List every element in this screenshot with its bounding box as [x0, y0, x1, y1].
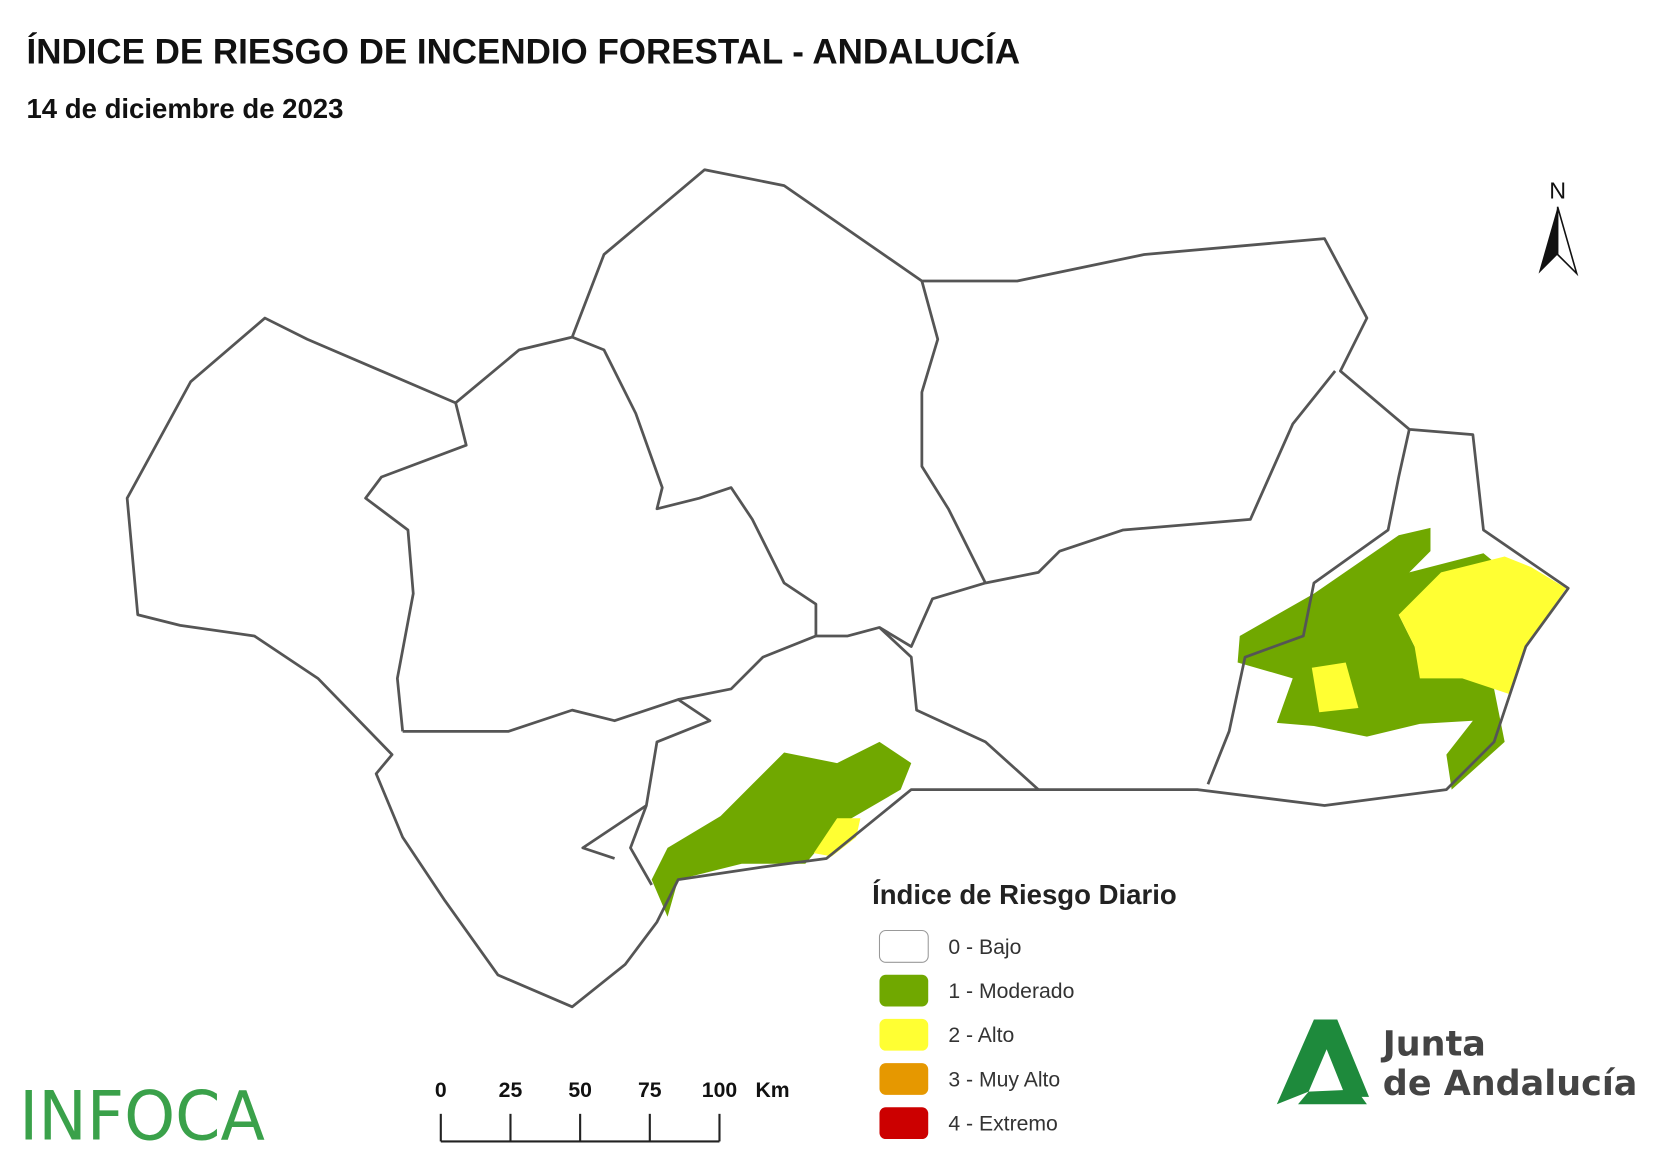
legend-label: 1 - Moderado — [948, 980, 1074, 1003]
province-border — [571, 335, 818, 636]
legend-label: 2 - Alto — [948, 1024, 1014, 1047]
province-border — [920, 280, 987, 584]
risk-areas — [651, 527, 1567, 917]
legend-swatch — [878, 929, 929, 963]
province-border — [985, 370, 1337, 585]
scale-label: 25 — [499, 1079, 523, 1102]
scale-bar: 0 25 50 75 100 Km — [435, 1079, 790, 1143]
junta-emblem — [1276, 1019, 1370, 1105]
legend-swatch — [879, 1107, 929, 1140]
region-outline — [125, 168, 1570, 1009]
arrow-half — [1538, 206, 1558, 274]
province-border — [364, 402, 468, 732]
legend-swatch — [879, 974, 929, 1007]
arrow-half — [1556, 206, 1579, 277]
junta-text: de Andalucía — [1383, 1064, 1638, 1104]
legend-title: Índice de Riesgo Diario — [872, 879, 1177, 910]
legend-label: 4 - Extremo — [948, 1113, 1057, 1136]
infoca-logo: INFOCA — [19, 1076, 265, 1155]
scale-label: 50 — [568, 1079, 592, 1102]
province-borders — [125, 168, 1570, 1009]
risk-area — [1398, 556, 1567, 695]
scale-unit: Km — [756, 1079, 790, 1102]
province-border — [402, 698, 712, 860]
province-border — [815, 581, 986, 648]
province-border — [1206, 429, 1411, 785]
north-arrow: N — [1538, 177, 1579, 277]
scale-label: 100 — [702, 1079, 737, 1102]
scale-label: 0 — [435, 1079, 447, 1102]
junta-emblem — [1298, 1089, 1367, 1105]
legend: 0 - Bajo 1 - Moderado 2 - Alto 3 - Muy Alto… — [878, 929, 1074, 1140]
subtitle: 14 de diciembre de 2023 — [26, 93, 343, 124]
title: ÍNDICE DE RIESGO DE INCENDIO FORESTAL - … — [26, 32, 1020, 72]
legend-swatch — [879, 1063, 929, 1095]
legend-swatch — [879, 1018, 929, 1051]
province-border — [878, 626, 1040, 791]
junta-logo: Junta de Andalucía — [1276, 1019, 1638, 1105]
province-border — [677, 634, 817, 701]
junta-text: Junta — [1381, 1025, 1486, 1065]
risk-area — [1311, 662, 1359, 713]
risk-area — [1237, 527, 1507, 790]
risk-area — [651, 741, 912, 917]
scale-label: 75 — [638, 1079, 662, 1102]
legend-label: 3 - Muy Alto — [948, 1068, 1060, 1091]
legend-label: 0 - Bajo — [948, 936, 1021, 959]
risk-area — [813, 818, 861, 857]
north-label: N — [1549, 177, 1566, 203]
province-border — [629, 805, 653, 886]
